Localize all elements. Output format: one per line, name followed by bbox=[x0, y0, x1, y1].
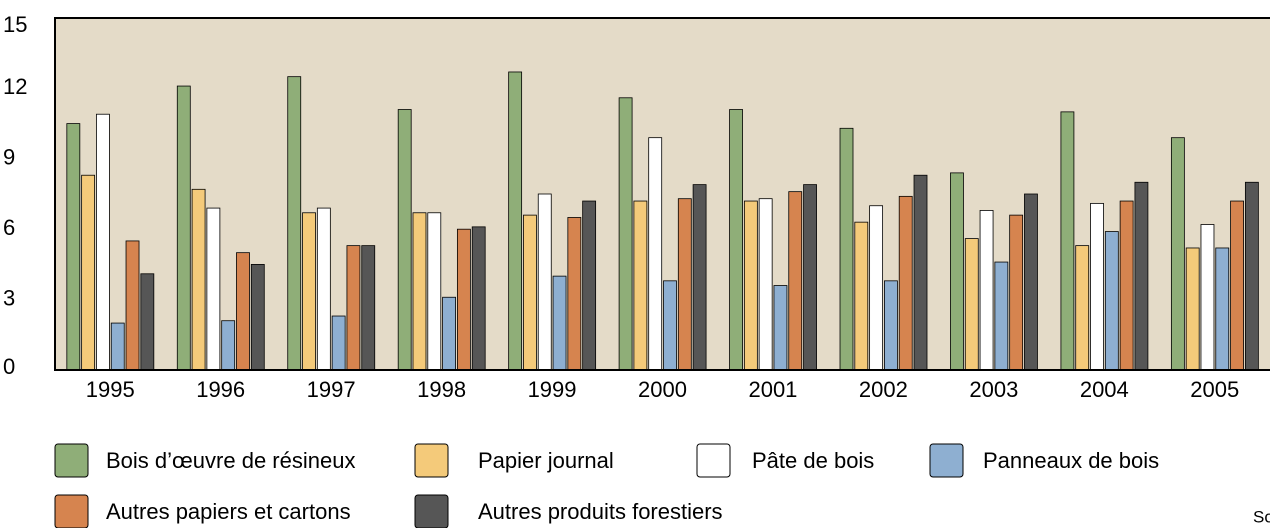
bar bbox=[221, 320, 236, 371]
bar bbox=[397, 109, 412, 371]
bar bbox=[191, 188, 206, 371]
y-tick-label: 6 bbox=[3, 215, 15, 240]
y-tick-label: 3 bbox=[3, 285, 15, 310]
x-tick-label: 1996 bbox=[196, 377, 245, 402]
bar bbox=[537, 193, 552, 371]
legend-swatch bbox=[696, 443, 731, 478]
bar bbox=[1090, 202, 1104, 371]
bar bbox=[788, 191, 803, 371]
bar bbox=[1170, 137, 1185, 371]
bar bbox=[913, 174, 928, 371]
bar bbox=[1075, 245, 1090, 371]
bar bbox=[1119, 200, 1134, 371]
bar bbox=[1230, 200, 1244, 371]
x-tick-label: 1997 bbox=[307, 377, 356, 402]
bar bbox=[758, 198, 773, 371]
y-tick-label: 0 bbox=[3, 354, 15, 379]
legend-label: Papier journal bbox=[478, 448, 614, 473]
legend-label: Bois d’œuvre de résineux bbox=[106, 448, 355, 473]
x-tick-label: 2004 bbox=[1080, 377, 1129, 402]
bar bbox=[456, 228, 471, 371]
bar bbox=[773, 285, 788, 371]
legend-swatch bbox=[414, 494, 449, 528]
y-tick-label: 12 bbox=[3, 74, 27, 99]
y-tick-label: 9 bbox=[3, 145, 15, 170]
bar bbox=[1200, 224, 1215, 371]
bar bbox=[898, 195, 913, 371]
bar bbox=[361, 245, 376, 371]
bar bbox=[839, 127, 854, 371]
bar bbox=[125, 240, 140, 371]
bar bbox=[1185, 247, 1200, 371]
bar bbox=[81, 174, 96, 371]
bar bbox=[648, 137, 663, 371]
bar bbox=[567, 217, 582, 371]
x-tick-label: 2002 bbox=[859, 377, 908, 402]
bar bbox=[1215, 247, 1230, 371]
bar bbox=[618, 97, 633, 371]
bar bbox=[508, 71, 523, 371]
legend-label: Autres papiers et cartons bbox=[106, 499, 351, 524]
bar bbox=[1060, 111, 1075, 371]
bar bbox=[994, 261, 1009, 371]
bar bbox=[346, 245, 361, 371]
bar bbox=[1244, 181, 1259, 371]
bar bbox=[633, 200, 648, 371]
bar bbox=[66, 123, 81, 371]
x-tick-label: 1998 bbox=[417, 377, 466, 402]
bar bbox=[302, 212, 316, 371]
bar bbox=[331, 315, 346, 371]
bar bbox=[743, 200, 758, 371]
x-tick-label: 1995 bbox=[86, 377, 135, 402]
bar bbox=[979, 210, 994, 371]
legend-label: Pâte de bois bbox=[752, 448, 874, 473]
bar bbox=[964, 238, 979, 371]
x-tick-label: 1999 bbox=[528, 377, 577, 402]
bar bbox=[1134, 181, 1149, 371]
bar bbox=[884, 280, 898, 371]
y-tick-label: 15 bbox=[3, 12, 27, 37]
legend-swatch bbox=[929, 443, 964, 478]
axis-frame bbox=[54, 17, 1270, 371]
legend-label: Panneaux de bois bbox=[983, 448, 1159, 473]
x-tick-label: 2005 bbox=[1190, 377, 1239, 402]
bar bbox=[427, 212, 442, 371]
source-note: Source : Statistique Canada bbox=[1253, 507, 1270, 526]
bar bbox=[206, 207, 221, 371]
bar bbox=[471, 226, 486, 371]
bar bbox=[110, 322, 125, 371]
legend-swatch bbox=[54, 494, 89, 528]
bar bbox=[854, 221, 869, 371]
x-tick-label: 2003 bbox=[969, 377, 1018, 402]
x-tick-label: 2000 bbox=[638, 377, 687, 402]
bar bbox=[729, 109, 743, 371]
bar bbox=[96, 113, 110, 371]
legend-label: Autres produits forestiers bbox=[478, 499, 723, 524]
bar bbox=[1104, 231, 1119, 371]
bar bbox=[250, 263, 265, 371]
bar bbox=[552, 275, 567, 371]
bar bbox=[412, 212, 427, 371]
bar bbox=[140, 273, 155, 371]
bar bbox=[803, 184, 817, 371]
bar bbox=[869, 205, 884, 371]
bar bbox=[316, 207, 331, 371]
bar bbox=[442, 296, 456, 371]
bar bbox=[1009, 214, 1024, 371]
bar bbox=[950, 172, 964, 371]
bar bbox=[287, 76, 302, 371]
bar bbox=[176, 85, 191, 371]
legend-swatch bbox=[414, 443, 449, 478]
bar bbox=[692, 184, 707, 371]
bar bbox=[523, 214, 537, 371]
legend-swatch bbox=[54, 443, 89, 478]
bar bbox=[677, 198, 692, 371]
x-tick-label: 2001 bbox=[748, 377, 797, 402]
bar bbox=[582, 200, 597, 371]
bar bbox=[663, 280, 677, 371]
bar bbox=[1024, 193, 1038, 371]
bar bbox=[236, 252, 250, 371]
